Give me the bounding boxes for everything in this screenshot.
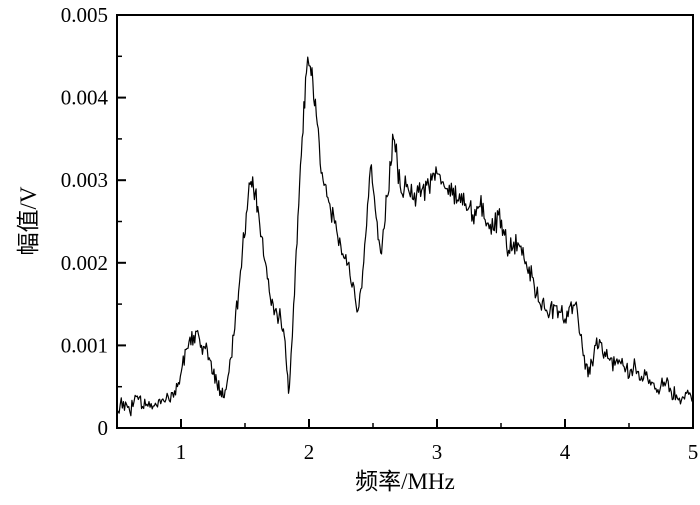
y-axis-label: 幅值/V xyxy=(16,186,41,255)
y-tick-label: 0.001 xyxy=(61,333,108,357)
x-tick-label: 4 xyxy=(560,440,571,464)
y-tick-label: 0.003 xyxy=(61,168,108,192)
x-tick-label: 3 xyxy=(432,440,443,464)
y-tick-label: 0.004 xyxy=(61,86,109,110)
x-tick-label: 5 xyxy=(688,440,699,464)
x-axis-label: 频率/MHz xyxy=(355,469,455,494)
plot-frame xyxy=(116,14,694,429)
y-tick-label: 0 xyxy=(98,416,109,440)
axis-tick-labels: 1 2 3 4 5 0 0.001 0.002 0.003 0.004 0.005 xyxy=(61,3,699,464)
x-tick-label: 2 xyxy=(304,440,315,464)
spectrum-curve xyxy=(116,56,694,417)
y-tick-label: 0.002 xyxy=(61,251,108,275)
y-tick-label: 0.005 xyxy=(61,3,108,27)
x-tick-label: 1 xyxy=(176,440,187,464)
axis-ticks xyxy=(117,14,694,429)
